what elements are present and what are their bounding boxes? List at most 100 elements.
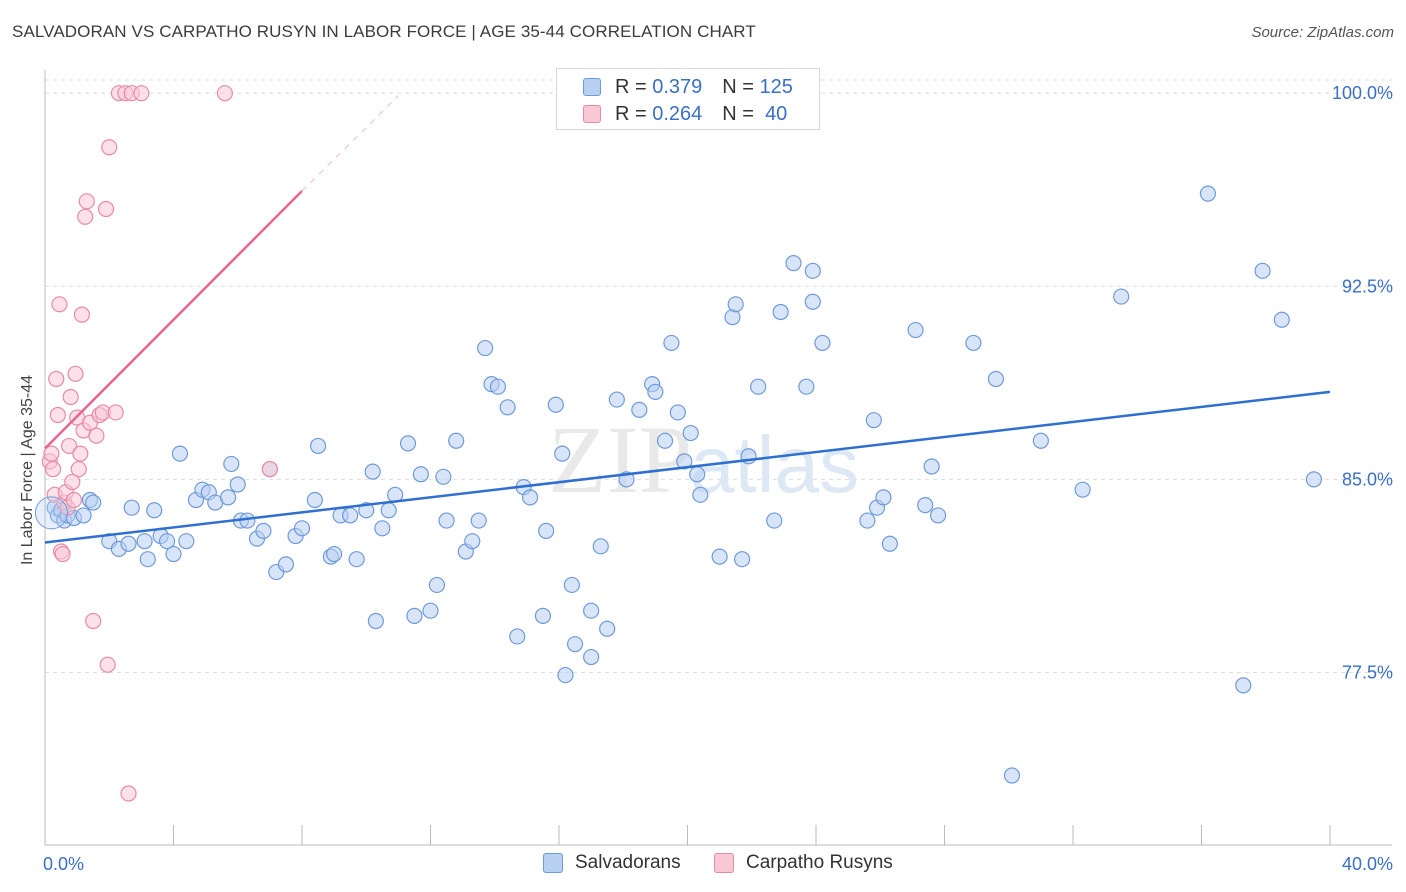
salvadoran-point: [464, 533, 481, 550]
salvadoran-point: [538, 522, 555, 539]
salvadoran-point: [120, 535, 137, 552]
salvadoran-point: [123, 499, 140, 516]
carpatho-rusyn-trend-extension: [301, 95, 399, 192]
salvadoran-point: [554, 445, 571, 462]
salvadoran-point: [165, 545, 182, 563]
salvadoran-point: [342, 507, 359, 524]
salvadoran-point: [563, 576, 580, 594]
legend-swatch-pink: [583, 105, 601, 123]
salvadoran-point: [583, 602, 600, 619]
carpatho-rusyn-point: [85, 612, 102, 630]
carpatho-rusyn-point: [62, 388, 79, 406]
series-legend: Salvadorans Carpatho Rusyns: [0, 852, 1406, 878]
correlation-legend: R = 0.379 N = 125 R = 0.264 N = 40: [556, 68, 820, 130]
trend-lines: [44, 95, 1331, 544]
salvadoran-point: [85, 494, 102, 511]
salvadoran-point: [293, 520, 311, 537]
carpatho-rusyn-point: [73, 306, 91, 323]
salvadoran-point: [798, 378, 815, 395]
y-tick-label: 77.5%: [1342, 662, 1393, 682]
salvadoran-point: [663, 334, 680, 352]
series-name-carpatho-rusyns: Carpatho Rusyns: [746, 852, 893, 873]
salvadoran-point: [326, 545, 343, 563]
salvadoran-point: [1235, 677, 1252, 694]
series-legend-carpatho-rusyns: Carpatho Rusyns: [714, 852, 893, 874]
salvadoran-point: [907, 321, 924, 339]
salvadoran-point: [1074, 481, 1091, 498]
salvadoran-point: [676, 453, 693, 470]
salvadoran-point: [171, 445, 189, 462]
carpatho-rusyn-point: [97, 200, 115, 218]
carpatho-rusyn-point: [67, 365, 84, 382]
x-tick-label-max: 40.0%: [1342, 854, 1393, 874]
salvadoran-point: [470, 512, 487, 529]
salvadoran-point: [929, 507, 947, 524]
legend-swatch-blue: [583, 78, 601, 96]
salvadoran-cluster-point: [34, 496, 68, 530]
carpatho-rusyn-point: [78, 193, 95, 210]
carpatho-rusyn-point: [77, 208, 94, 225]
carpatho-rusyn-trend-line: [44, 190, 303, 450]
salvadoran-point: [477, 339, 494, 357]
carpatho-rusyn-point: [49, 406, 66, 424]
salvadoran-point: [509, 628, 526, 645]
salvadoran-point: [146, 502, 163, 519]
carpatho-rusyn-point: [54, 545, 71, 563]
salvadoran-point: [364, 463, 381, 480]
salvadoran-point: [406, 607, 423, 624]
salvadoran-point: [965, 334, 982, 352]
series-swatch-blue: [543, 853, 563, 873]
salvadoran-point: [647, 383, 664, 400]
salvadoran-point: [727, 296, 744, 313]
salvadoran-point: [309, 437, 327, 455]
series-legend-salvadorans: Salvadorans: [543, 852, 681, 874]
carpatho-rusyn-point: [72, 445, 89, 462]
salvadoran-point: [814, 334, 831, 352]
salvadoran-point: [1113, 288, 1130, 305]
salvadoran-point: [711, 548, 728, 565]
salvadoran-point: [435, 468, 452, 485]
carpatho-rusyn-point: [60, 437, 78, 455]
salvadoran-point: [374, 520, 391, 537]
salvadoran-point: [367, 612, 384, 630]
salvadoran-point: [75, 507, 92, 524]
series-swatch-pink: [714, 853, 734, 873]
salvadoran-point: [489, 378, 507, 395]
salvadoran-point: [682, 424, 699, 442]
gridlines: [45, 79, 1392, 673]
carpatho-rusyn-point: [261, 460, 278, 478]
chart-title: SALVADORAN VS CARPATHO RUSYN IN LABOR FO…: [12, 22, 756, 41]
legend-row-salvadorans: R = 0.379 N = 125: [583, 74, 793, 100]
salvadoran-point: [804, 262, 821, 279]
watermark-zip: ZIP: [548, 406, 692, 513]
salvadoran-point: [348, 551, 365, 568]
salvadoran-point: [422, 602, 439, 619]
salvadoran-point: [521, 489, 539, 506]
salvadoran-point: [428, 576, 446, 594]
carpatho-rusyn-point: [120, 785, 137, 802]
watermark: ZIP atlas: [548, 406, 859, 513]
salvadoran-point: [881, 535, 898, 552]
salvadoran-point: [750, 378, 767, 395]
salvadoran-point: [669, 404, 686, 421]
salvadoran-point: [255, 522, 272, 539]
salvadoran-point: [766, 512, 783, 529]
y-tick-label: 92.5%: [1342, 276, 1393, 296]
y-tick-label: 85.0%: [1342, 469, 1393, 489]
salvadoran-point: [692, 486, 709, 503]
salvadoran-point: [229, 476, 246, 493]
salvadoran-point: [1273, 311, 1290, 328]
salvadoran-point: [599, 620, 616, 637]
salvadoran-point: [438, 512, 455, 529]
carpatho-rusyn-point: [133, 85, 150, 102]
salvadoran-point: [1199, 185, 1217, 202]
series-name-salvadorans: Salvadorans: [575, 852, 681, 873]
salvadoran-point: [785, 255, 802, 272]
tick-labels: 77.5% 85.0% 92.5% 100.0% 0.0% 40.0%: [43, 83, 1393, 874]
data-points: [34, 85, 1323, 802]
salvadoran-point: [158, 533, 176, 550]
salvadoran-trend-line: [44, 390, 1331, 544]
salvadoran-point: [178, 533, 195, 550]
salvadoran-point: [1305, 471, 1323, 488]
